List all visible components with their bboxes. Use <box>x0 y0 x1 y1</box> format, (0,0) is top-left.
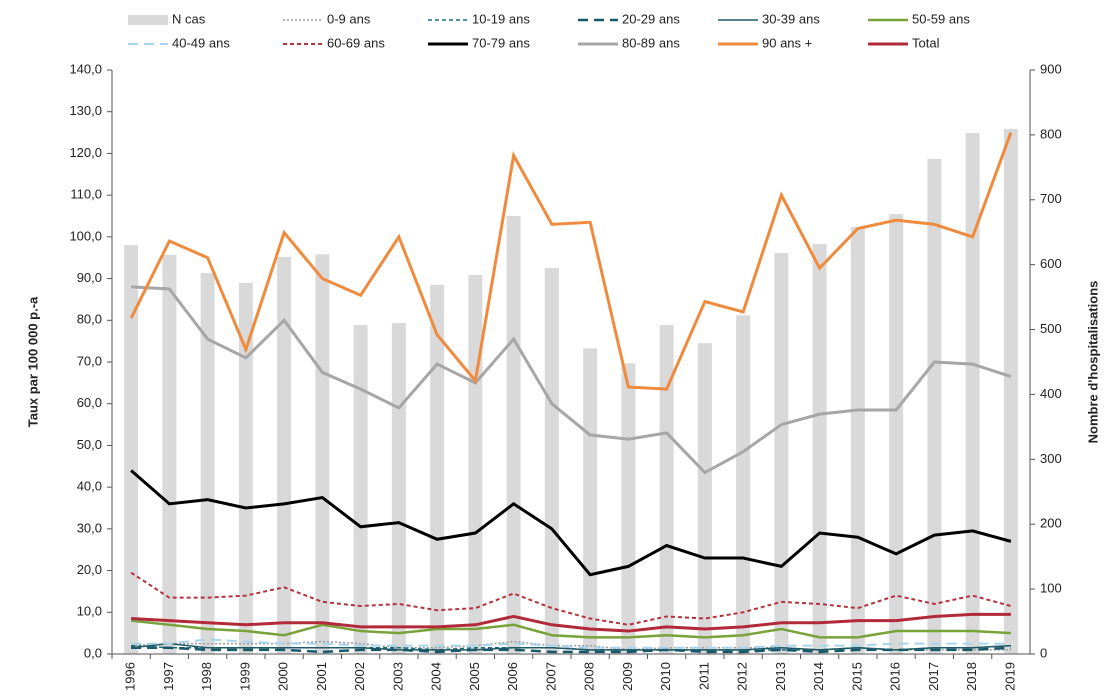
y-tick-label: 30,0 <box>77 520 102 535</box>
line <box>131 285 1012 475</box>
x-tick-label: 2001 <box>314 662 329 691</box>
y2-tick-label: 0 <box>1040 645 1047 660</box>
y-tick-label: 20,0 <box>77 562 102 577</box>
legend-label: 40-49 ans <box>172 35 230 50</box>
x-tick-label: 2009 <box>620 662 635 691</box>
x-tick-label: 2014 <box>811 662 826 691</box>
line <box>131 646 1011 654</box>
x-tick-label: 2011 <box>696 662 711 690</box>
legend-label: 30-39 ans <box>762 11 820 26</box>
x-tick-label: 2006 <box>505 662 520 691</box>
legend-label: 80-89 ans <box>622 35 680 50</box>
bar <box>238 282 253 654</box>
bar <box>659 325 674 654</box>
bar <box>736 315 751 654</box>
line <box>131 642 1011 651</box>
y2-tick-label: 700 <box>1040 191 1062 206</box>
bar <box>200 273 215 654</box>
x-tick-label: 1997 <box>161 662 176 691</box>
bar <box>430 284 445 654</box>
x-tick-label: 1999 <box>237 662 252 691</box>
y2-tick-label: 800 <box>1040 126 1062 141</box>
y-tick-label: 100,0 <box>69 228 102 243</box>
y-tick-label: 140,0 <box>69 61 102 76</box>
bar <box>1003 129 1018 654</box>
bar <box>506 216 521 654</box>
x-tick-label: 2002 <box>352 662 367 691</box>
line <box>131 612 1011 633</box>
line <box>131 638 1011 649</box>
line <box>131 640 1011 651</box>
bar <box>889 214 904 654</box>
bar <box>850 227 865 654</box>
legend-label: 90 ans + <box>762 35 812 50</box>
legend-label: 0-9 ans <box>327 11 371 26</box>
legend-label: 10-19 ans <box>472 11 530 26</box>
x-tick-label: 2016 <box>888 662 903 691</box>
x-tick-label: 2008 <box>582 662 597 691</box>
y-tick-label: 80,0 <box>77 312 102 327</box>
x-tick-label: 2003 <box>390 662 405 691</box>
line <box>130 469 1012 577</box>
y-tick-label: 110,0 <box>70 187 102 202</box>
y-tick-label: 60,0 <box>77 395 102 410</box>
line <box>129 132 1013 391</box>
y-tick-label: 10,0 <box>77 604 102 619</box>
x-tick-label: 2012 <box>735 662 750 691</box>
y-tick-label: 90,0 <box>77 270 102 285</box>
bar <box>965 132 980 655</box>
y2-tick-label: 300 <box>1040 451 1062 466</box>
y2-tick-label: 100 <box>1040 581 1062 596</box>
x-tick-label: 2018 <box>964 662 979 691</box>
x-tick-label: 2007 <box>543 662 558 691</box>
x-tick-label: 2000 <box>276 662 291 691</box>
bar <box>468 275 483 654</box>
x-tick-label: 2013 <box>773 662 788 691</box>
x-tick-label: 2015 <box>849 662 864 691</box>
bar <box>544 267 559 654</box>
y2-tick-label: 400 <box>1040 386 1062 401</box>
x-tick-label: 2017 <box>926 662 941 691</box>
legend-label: Total <box>912 35 940 50</box>
line <box>130 619 1011 639</box>
bar <box>927 158 942 655</box>
y-tick-label: 0,0 <box>84 645 102 660</box>
legend-label: 20-29 ans <box>622 11 680 26</box>
y-tick-label: 120,0 <box>69 145 102 160</box>
bar <box>162 254 177 654</box>
y-tick-label: 40,0 <box>77 479 102 494</box>
line <box>130 571 1012 626</box>
x-tick-label: 2004 <box>429 662 444 691</box>
bar <box>583 348 598 654</box>
x-tick-label: 2019 <box>1002 662 1017 691</box>
legend-label: 60-69 ans <box>327 35 385 50</box>
y2-axis-label: Nombre d'hospitalisations <box>1085 281 1100 444</box>
y2-tick-label: 600 <box>1040 256 1062 271</box>
legend-swatch <box>128 15 168 25</box>
bar <box>124 245 139 654</box>
y-tick-label: 70,0 <box>77 353 102 368</box>
bar <box>353 325 368 654</box>
bar <box>277 256 292 654</box>
y-axis-label: Taux par 100 000 p.-a <box>25 296 40 427</box>
y2-tick-label: 900 <box>1040 61 1062 76</box>
legend-label: 70-79 ans <box>472 35 530 50</box>
y-tick-label: 50,0 <box>77 437 102 452</box>
x-tick-label: 2005 <box>467 662 482 691</box>
y2-tick-label: 500 <box>1040 321 1062 336</box>
y2-tick-label: 200 <box>1040 516 1062 531</box>
x-tick-label: 2010 <box>658 662 673 691</box>
y-tick-label: 130,0 <box>69 103 102 118</box>
bar <box>774 252 789 654</box>
legend-label: 50-59 ans <box>912 11 970 26</box>
bar <box>697 343 712 654</box>
bar <box>315 254 330 655</box>
bar <box>621 363 636 654</box>
bar <box>812 243 827 654</box>
x-tick-label: 1996 <box>123 662 138 691</box>
legend-label: N cas <box>172 11 206 26</box>
x-tick-label: 1998 <box>199 662 214 691</box>
